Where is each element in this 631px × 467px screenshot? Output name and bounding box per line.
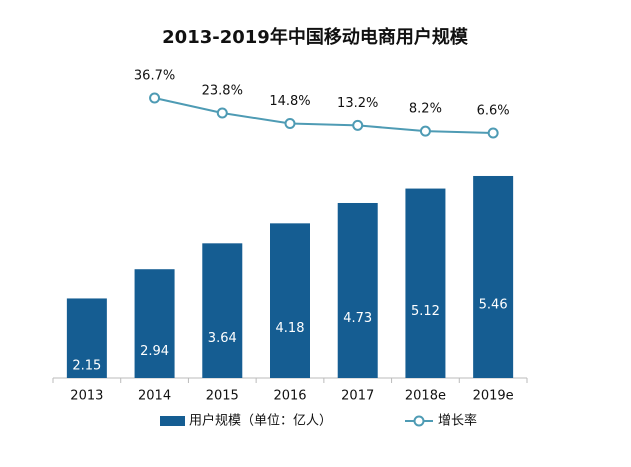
bar: [405, 188, 446, 378]
line-point: [284, 117, 296, 129]
line-point: [487, 127, 499, 139]
x-tick-label: 2019e: [473, 389, 514, 404]
chart-title: 2013-2019年中国移动电商用户规模: [162, 26, 469, 48]
legend-label: 用户规模（单位：亿人）: [189, 413, 332, 429]
line-label: 13.2%: [337, 96, 378, 111]
x-tick-label: 2016: [273, 389, 306, 404]
line-point: [149, 92, 161, 104]
bar: [337, 202, 378, 378]
bar-label: 2.15: [72, 359, 101, 374]
line-label: 14.8%: [269, 94, 310, 109]
bar-label: 5.46: [479, 297, 508, 312]
x-tick-label: 2017: [341, 389, 374, 404]
x-tick-label: 2015: [206, 389, 239, 404]
line-label: 23.8%: [202, 84, 243, 99]
legend-marker: [413, 415, 425, 427]
legend-label: 增长率: [438, 413, 477, 429]
bar-label: 3.64: [208, 331, 237, 346]
line-point: [419, 125, 431, 137]
bar: [473, 175, 514, 378]
line-label: 6.6%: [477, 104, 510, 119]
bar-label: 4.73: [343, 311, 372, 326]
bar-label: 4.18: [276, 321, 305, 336]
bar: [66, 298, 107, 378]
bar: [270, 223, 310, 378]
x-tick-label: 2014: [138, 389, 171, 404]
bar: [202, 243, 243, 378]
growth-line: [154, 97, 494, 135]
bar: [134, 269, 175, 378]
bar-label: 2.94: [140, 344, 169, 359]
bar-label: 5.12: [411, 304, 440, 319]
line-label: 8.2%: [409, 102, 442, 117]
line-point: [216, 107, 228, 119]
line-point: [352, 119, 364, 131]
x-tick-label: 2013: [70, 389, 103, 404]
legend-swatch: [160, 416, 185, 426]
x-tick-label: 2018e: [405, 389, 446, 404]
line-label: 36.7%: [134, 69, 175, 84]
